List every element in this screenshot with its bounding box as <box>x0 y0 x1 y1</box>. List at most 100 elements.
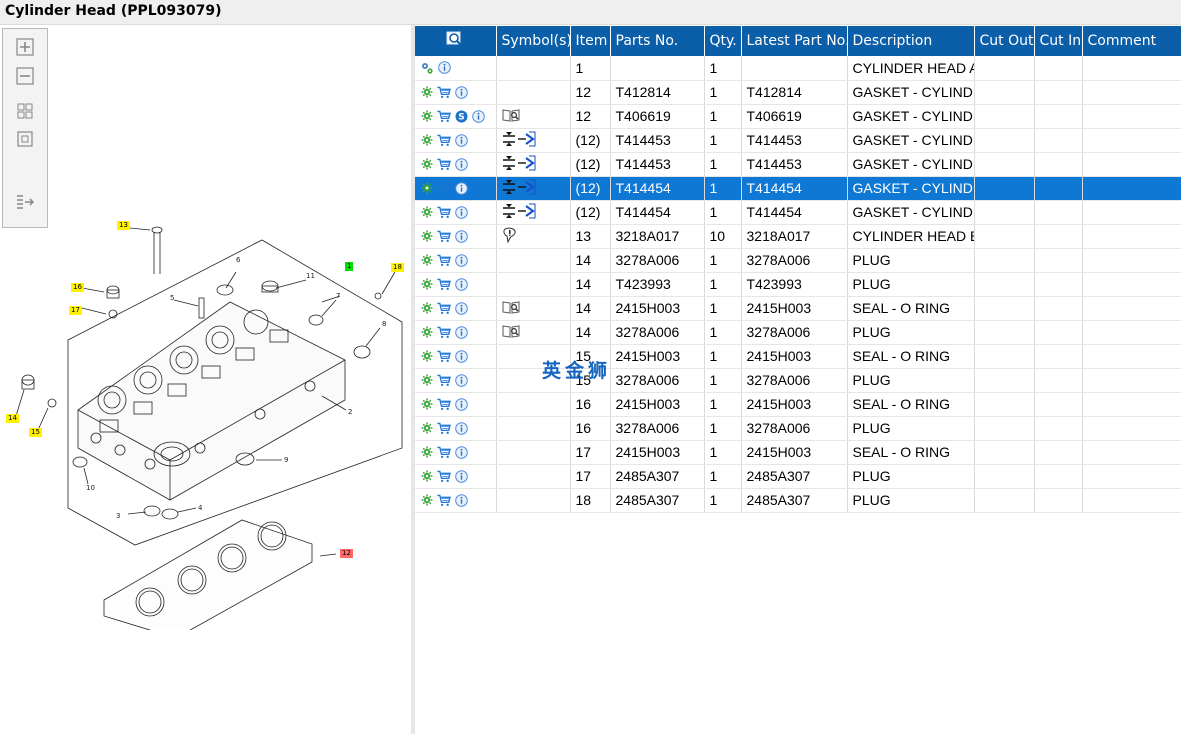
cell-comment[interactable] <box>1082 152 1181 177</box>
gear-icon[interactable] <box>420 277 434 291</box>
cell-comment[interactable] <box>1082 224 1181 249</box>
cell-parts-no[interactable]: 3278A006 <box>610 320 705 345</box>
gear-icon[interactable] <box>420 133 434 147</box>
cell-parts-no[interactable] <box>610 56 705 81</box>
cart-icon[interactable] <box>437 445 451 459</box>
gear-icon[interactable] <box>420 301 434 315</box>
cell-item[interactable]: 18 <box>570 488 611 513</box>
cell-qty[interactable]: 1 <box>704 248 742 273</box>
gear-icon[interactable] <box>420 397 434 411</box>
info-icon[interactable] <box>454 397 468 411</box>
cell-comment[interactable] <box>1082 440 1181 465</box>
cart-icon[interactable] <box>437 229 451 243</box>
table-row[interactable]: 15 3278A006 1 3278A006 PLUG <box>415 368 1181 393</box>
info-icon[interactable] <box>454 373 468 387</box>
press-symbol-icon[interactable] <box>502 179 536 198</box>
cell-comment[interactable] <box>1082 56 1181 81</box>
cell-cut-in[interactable] <box>1034 176 1083 201</box>
cart-icon[interactable] <box>437 325 451 339</box>
cell-parts-no[interactable]: 2485A307 <box>610 488 705 513</box>
cell-cut-out[interactable] <box>974 176 1035 201</box>
cell-parts-no[interactable]: T412814 <box>610 80 705 105</box>
callout-15[interactable]: 15 <box>29 428 42 437</box>
cart-icon[interactable] <box>437 373 451 387</box>
gear-icon[interactable] <box>420 253 434 267</box>
cell-cut-out[interactable] <box>974 272 1035 297</box>
cart-icon[interactable] <box>437 157 451 171</box>
info-icon[interactable] <box>454 493 468 507</box>
cell-qty[interactable]: 1 <box>704 104 742 129</box>
gear-icon[interactable] <box>420 181 434 195</box>
cell-qty[interactable]: 10 <box>704 224 742 249</box>
header-parts-no[interactable]: Parts No. <box>610 26 705 56</box>
table-row[interactable]: (12) T414453 1 T414453 GASKET - CYLINDE <box>415 152 1181 177</box>
book-symbol-icon[interactable] <box>502 300 520 317</box>
cell-cut-in[interactable] <box>1034 80 1083 105</box>
cell-parts-no[interactable]: 2485A307 <box>610 464 705 489</box>
cart-icon[interactable] <box>437 469 451 483</box>
cell-qty[interactable]: 1 <box>704 80 742 105</box>
cell-latest-part-no[interactable]: T414454 <box>741 176 848 201</box>
info-icon[interactable] <box>454 349 468 363</box>
cell-latest-part-no[interactable]: 2485A307 <box>741 488 848 513</box>
cell-item[interactable]: 14 <box>570 272 611 297</box>
cell-item[interactable]: 17 <box>570 464 611 489</box>
cell-latest-part-no[interactable]: T414454 <box>741 200 848 225</box>
table-row[interactable]: 12 T412814 1 T412814 GASKET - CYLINDE <box>415 80 1181 105</box>
panel-splitter[interactable] <box>411 25 415 734</box>
cell-cut-in[interactable] <box>1034 200 1083 225</box>
cell-latest-part-no[interactable]: 3278A006 <box>741 368 848 393</box>
cell-latest-part-no[interactable]: T423993 <box>741 272 848 297</box>
info-icon[interactable] <box>454 445 468 459</box>
cell-cut-out[interactable] <box>974 440 1035 465</box>
cell-parts-no[interactable]: 3278A006 <box>610 416 705 441</box>
cell-item[interactable]: 16 <box>570 392 611 417</box>
info-icon[interactable] <box>437 61 451 75</box>
table-row[interactable]: 16 3278A006 1 3278A006 PLUG <box>415 416 1181 441</box>
cell-cut-out[interactable] <box>974 464 1035 489</box>
cell-cut-in[interactable] <box>1034 464 1083 489</box>
header-comment[interactable]: Comment <box>1082 26 1181 56</box>
cell-comment[interactable] <box>1082 296 1181 321</box>
book-symbol-icon[interactable] <box>502 108 520 125</box>
info-icon[interactable] <box>454 253 468 267</box>
gear-icon[interactable] <box>420 373 434 387</box>
cell-cut-in[interactable] <box>1034 488 1083 513</box>
cell-description[interactable]: GASKET - CYLINDE <box>847 104 975 129</box>
cell-description[interactable]: SEAL - O RING <box>847 440 975 465</box>
pin-symbol-icon[interactable] <box>502 227 518 246</box>
cell-cut-out[interactable] <box>974 200 1035 225</box>
cell-item[interactable]: (12) <box>570 152 611 177</box>
cell-description[interactable]: GASKET - CYLINDE <box>847 80 975 105</box>
cell-description[interactable]: PLUG <box>847 248 975 273</box>
info-icon[interactable] <box>454 325 468 339</box>
callout-12[interactable]: 12 <box>340 549 353 558</box>
table-row[interactable]: 14 3278A006 1 3278A006 PLUG <box>415 248 1181 273</box>
header-symbols[interactable]: Symbol(s) <box>496 26 571 56</box>
cell-latest-part-no[interactable]: 3278A006 <box>741 320 848 345</box>
table-row[interactable]: 18 2485A307 1 2485A307 PLUG <box>415 488 1181 513</box>
callout-13[interactable]: 13 <box>117 221 130 230</box>
cell-parts-no[interactable]: T406619 <box>610 104 705 129</box>
cell-description[interactable]: PLUG <box>847 416 975 441</box>
cell-item[interactable]: (12) <box>570 176 611 201</box>
cell-item[interactable]: 15 <box>570 344 611 369</box>
callout-14[interactable]: 14 <box>6 414 19 423</box>
header-cut-out[interactable]: Cut Out <box>974 26 1035 56</box>
info-icon[interactable] <box>471 109 485 123</box>
cell-cut-in[interactable] <box>1034 296 1083 321</box>
cell-description[interactable]: PLUG <box>847 272 975 297</box>
cell-cut-out[interactable] <box>974 320 1035 345</box>
cell-qty[interactable]: 1 <box>704 128 742 153</box>
cell-cut-out[interactable] <box>974 392 1035 417</box>
cell-latest-part-no[interactable]: T406619 <box>741 104 848 129</box>
cell-qty[interactable]: 1 <box>704 416 742 441</box>
cell-cut-in[interactable] <box>1034 248 1083 273</box>
cart-icon[interactable] <box>437 421 451 435</box>
info-icon[interactable] <box>454 277 468 291</box>
cell-description[interactable]: CYLINDER HEAD A <box>847 56 975 81</box>
cell-comment[interactable] <box>1082 320 1181 345</box>
cell-item[interactable]: (12) <box>570 128 611 153</box>
cell-latest-part-no[interactable]: 2415H003 <box>741 296 848 321</box>
gear-icon[interactable] <box>420 205 434 219</box>
